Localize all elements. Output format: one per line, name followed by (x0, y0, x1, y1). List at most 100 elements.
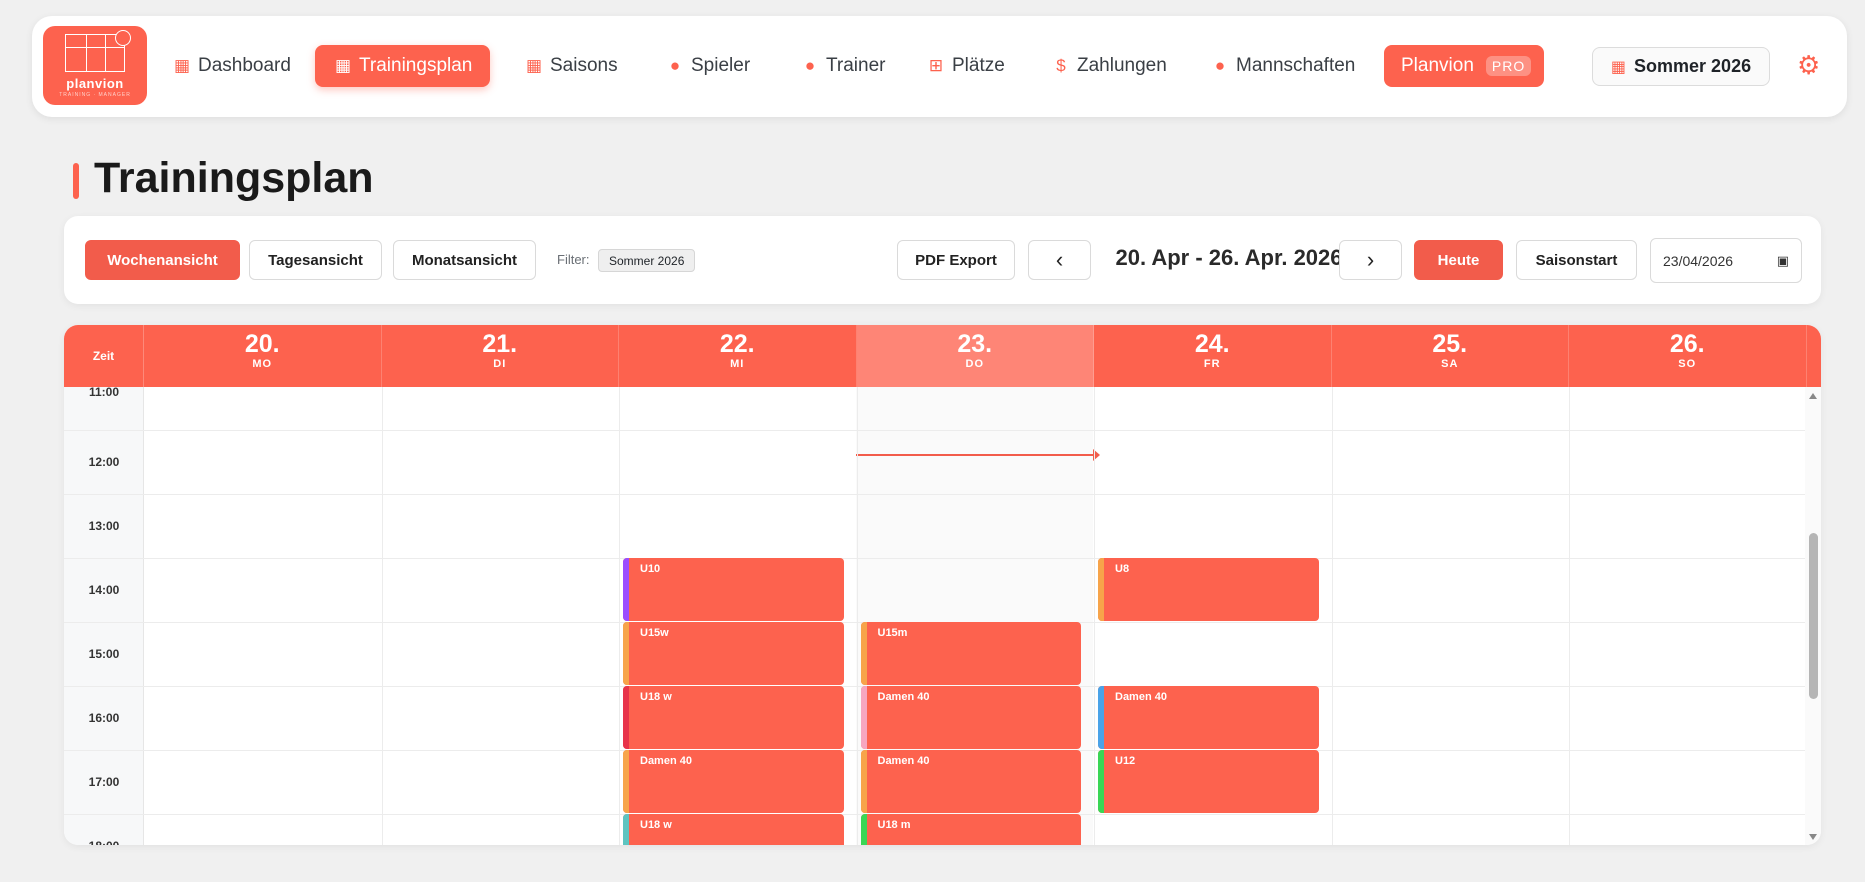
training-event[interactable]: U10 (623, 558, 844, 621)
day-gridline (381, 387, 383, 845)
nav-item-label: Trainingsplan (359, 55, 473, 76)
training-event[interactable]: U18 m (860, 814, 1081, 845)
training-event[interactable]: U8 (1098, 558, 1319, 621)
event-label: U12 (1115, 755, 1136, 767)
scrollbar-thumb[interactable] (1809, 533, 1818, 699)
day-number: 26. (1669, 330, 1705, 358)
training-event[interactable]: Damen 40 (1098, 686, 1319, 749)
gear-icon[interactable]: ⚙ (1797, 50, 1821, 80)
weekday-label: DO (965, 358, 984, 370)
next-week-button[interactable]: › (1339, 240, 1402, 280)
page-title: Trainingsplan (94, 154, 374, 202)
weekday-label: SA (1441, 358, 1459, 370)
day-header-di[interactable]: 21. DI (382, 325, 619, 387)
nav-item-trainingsplan[interactable]: ▦ Trainingsplan (315, 45, 491, 87)
event-color-strip (860, 814, 867, 845)
event-label: U18 w (640, 691, 672, 703)
calendar-toolbar: Wochenansicht Tagesansicht Monatsansicht… (64, 216, 1821, 304)
day-header-so[interactable]: 26. SO (1569, 325, 1807, 387)
time-label: 18:00 (64, 839, 144, 845)
event-label: U15m (877, 627, 908, 639)
pro-badge: PRO (1485, 56, 1532, 76)
day-gridline (1094, 387, 1095, 845)
weekday-label: DI (493, 358, 507, 370)
nav-item-trainer[interactable]: ● Trainer (792, 45, 893, 87)
date-input[interactable]: 23/04/2026 ▣ (1650, 238, 1802, 283)
event-label: U18 w (640, 819, 672, 831)
nav-item-mannschaften[interactable]: ● Mannschaften (1202, 45, 1363, 87)
calendar-picker-icon[interactable]: ▣ (1776, 252, 1789, 268)
day-header-sa[interactable]: 25. SA (1332, 325, 1569, 387)
training-event[interactable]: Damen 40 (860, 750, 1081, 813)
filter-chip[interactable]: Sommer 2026 (598, 249, 696, 272)
weekday-label: MO (252, 358, 273, 370)
day-view-button[interactable]: Tagesansicht (249, 240, 382, 280)
week-calendar: Zeit 20. MO 21. DI 22. MI 23. DO 24. FR 25. SA 26. SO… (64, 325, 1821, 845)
time-label: 15:00 (88, 647, 120, 661)
nav-item-plaetze[interactable]: ⊞ Plätze (918, 45, 1013, 87)
today-button[interactable]: Heute (1414, 240, 1503, 280)
training-event[interactable]: U12 (1098, 750, 1319, 813)
logo-grid-icon (65, 34, 125, 72)
filter-label: Filter: (557, 252, 590, 267)
day-header-mo[interactable]: 20. MO (144, 325, 382, 387)
time-label: 17:00 (88, 775, 120, 789)
event-color-strip (623, 622, 629, 685)
nav-item-zahlungen[interactable]: $ Zahlungen (1043, 45, 1175, 87)
event-color-strip (623, 750, 629, 813)
time-label: 14:00 (88, 583, 120, 597)
calendar-grid[interactable]: 11:00 12:00 13:00 14:00 15:00 16:00 17:00 18:00… (64, 385, 1805, 845)
event-color-strip (623, 814, 629, 845)
training-event[interactable]: U15w (623, 622, 844, 685)
weekday-label: MI (730, 358, 745, 370)
time-label: 12:00 (88, 455, 120, 469)
hour-gridline (64, 430, 1805, 431)
season-start-button[interactable]: Saisonstart (1516, 240, 1637, 280)
time-label: 11:00 (88, 385, 120, 399)
nav-item-dashboard[interactable]: ▦ Dashboard (164, 45, 299, 87)
date-range-label: 20. Apr - 26. Apr. 2026 (1115, 245, 1343, 270)
week-view-button[interactable]: Wochenansicht (85, 240, 240, 280)
day-header-mi[interactable]: 22. MI (619, 325, 857, 387)
day-number: 23. (957, 330, 993, 358)
training-event[interactable]: U15m (860, 622, 1081, 685)
scroll-down-arrow[interactable] (1809, 834, 1817, 840)
event-color-strip (623, 686, 629, 749)
prev-week-button[interactable]: ‹ (1028, 240, 1091, 280)
top-navbar: planvion TRAINING · MANAGER ▦ Dashboard ▦ T… (32, 16, 1847, 117)
logo-clock-icon (115, 30, 131, 46)
calendar-scrollbar[interactable] (1805, 387, 1821, 845)
nav-item-spieler[interactable]: ● Spieler (657, 45, 758, 87)
season-selector-button[interactable]: ▦ Sommer 2026 (1592, 47, 1770, 86)
nav-item-label: Mannschaften (1236, 55, 1356, 76)
planvion-pro-button[interactable]: Planvion PRO (1384, 45, 1544, 87)
nav-item-saisons[interactable]: ▦ Saisons (516, 45, 626, 87)
calendar-icon: ▦ (334, 56, 352, 75)
pdf-export-button[interactable]: PDF Export (897, 240, 1015, 280)
user-icon: ● (804, 56, 816, 75)
day-number: 21. (482, 330, 518, 358)
event-color-strip (1098, 750, 1104, 813)
day-gridline (1331, 387, 1333, 845)
grid-icon: ⊞ (928, 56, 944, 75)
event-color-strip (860, 750, 867, 813)
training-event[interactable]: U18 w (623, 686, 844, 749)
training-event[interactable]: Damen 40 (623, 750, 844, 813)
event-label: U15w (640, 627, 669, 639)
dashboard-icon: ▦ (173, 56, 191, 75)
current-time-line (856, 454, 1096, 456)
training-event[interactable]: Damen 40 (860, 686, 1081, 749)
day-header-do[interactable]: 23. DO (856, 325, 1094, 387)
current-time-marker (1093, 449, 1100, 461)
event-label: Damen 40 (1115, 691, 1167, 703)
event-label: U18 m (877, 819, 911, 831)
training-event[interactable]: U18 w (623, 814, 844, 845)
day-header-fr[interactable]: 24. FR (1094, 325, 1332, 387)
weekday-label: SO (1678, 358, 1697, 370)
nav-item-label: Dashboard (198, 55, 291, 76)
logo[interactable]: planvion TRAINING · MANAGER (43, 26, 147, 105)
pro-label: Planvion (1401, 55, 1474, 76)
scroll-up-arrow[interactable] (1809, 393, 1817, 399)
month-view-button[interactable]: Monatsansicht (393, 240, 536, 280)
hour-gridline (64, 494, 1805, 495)
